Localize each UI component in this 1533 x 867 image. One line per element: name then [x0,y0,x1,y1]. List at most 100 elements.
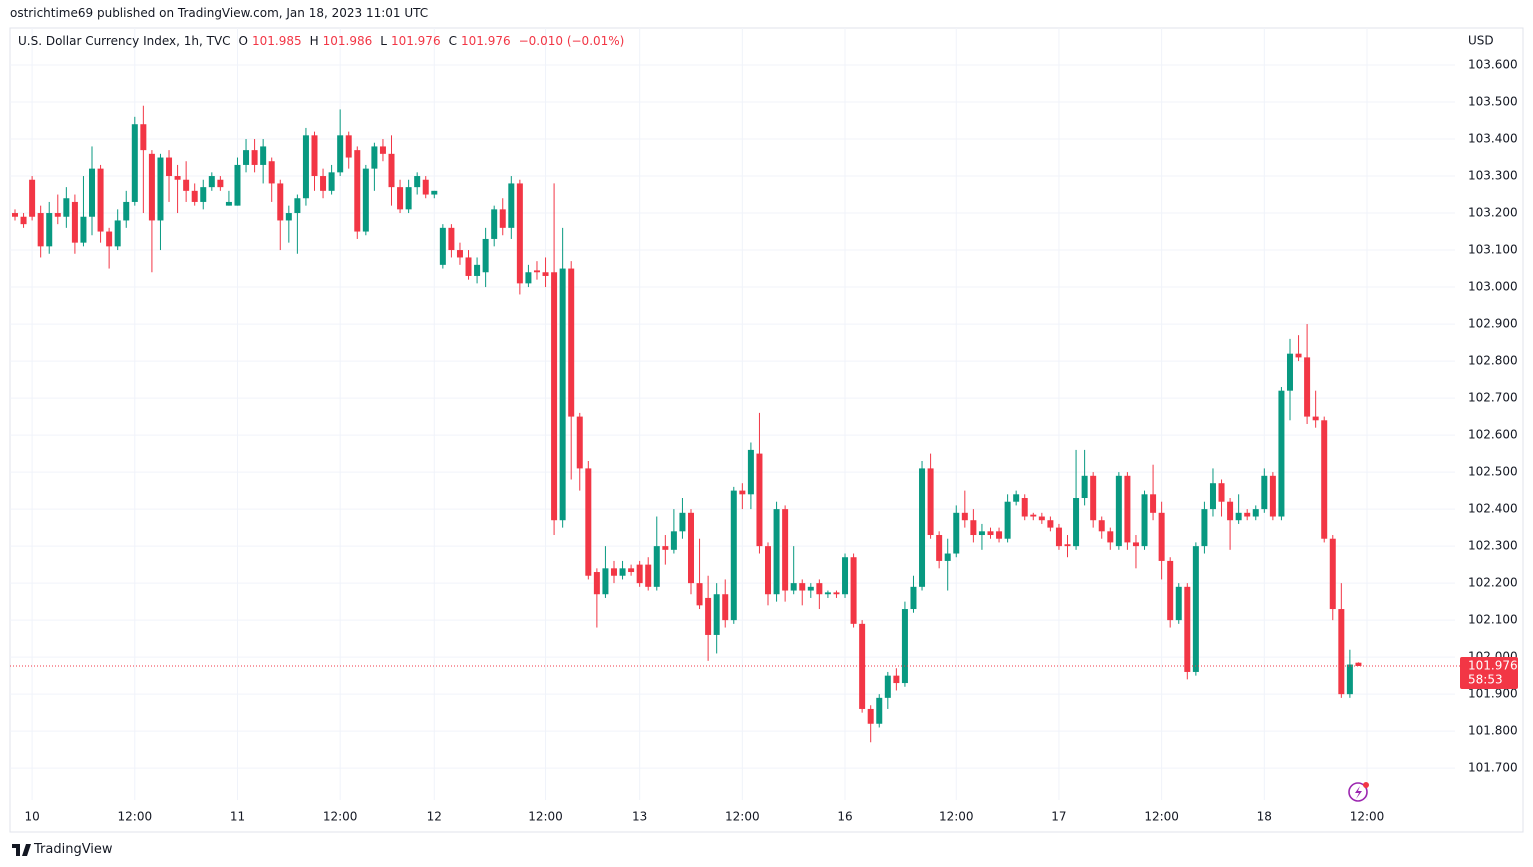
y-tick-label: 101.800 [1468,724,1518,738]
candle-body [739,490,746,495]
candle-body [1218,483,1225,502]
candle-body [1013,494,1020,502]
candle-body [1038,516,1045,521]
candle-body [1209,483,1216,510]
candle-body [807,586,814,591]
candle-body [157,157,164,221]
candle-body [679,512,686,532]
grid [10,28,1455,800]
candle-body [910,586,917,610]
y-tick-label: 103.200 [1468,206,1518,220]
candle-body [799,583,806,591]
candle-body [148,153,155,221]
y-tick-label: 102.700 [1468,391,1518,405]
candle-body [405,187,412,210]
candle-body [559,268,566,521]
x-tick-label: 12:00 [939,810,974,824]
candle-body [1055,527,1062,547]
chart-frame [9,27,1524,833]
candle-body [730,490,737,621]
candle-body [1295,353,1302,358]
candle-body [662,546,669,550]
y-tick-label: 103.600 [1468,58,1518,72]
candle-body [1346,664,1353,695]
candle-body [585,468,592,576]
candle-body [696,583,703,606]
candle-body [867,708,874,724]
legend-key: C [448,34,457,48]
y-tick-label: 103.300 [1468,169,1518,183]
legend-key: O [238,34,248,48]
candle-body [987,531,994,536]
candle-body [619,568,626,576]
candle-body [225,201,232,206]
candle-body [927,468,934,536]
candle-body [71,201,78,243]
publisher: ostrichtime69 published on TradingView.c… [10,6,429,20]
countdown: 58:53 [1468,673,1503,687]
candle-body [1090,475,1097,521]
candle-body [1201,509,1208,547]
footer-brand: TradingView [12,842,113,857]
candle-body [20,216,27,225]
candle-body [131,124,138,202]
candle-body [722,594,729,621]
x-tick-label: 18 [1257,810,1272,824]
candle-body [337,135,344,173]
candle-body [508,183,515,228]
candle-body [439,227,446,265]
candle-body [1278,390,1285,517]
candle-body [850,557,857,624]
logo [12,844,31,856]
candle-body [268,161,275,184]
candle-body [491,209,498,239]
candle-body [431,190,438,195]
candle-body [482,238,489,273]
legend-change: −0.010 (−0.01%) [518,34,625,48]
candle-body [46,213,53,247]
y-tick-label: 103.500 [1468,95,1518,109]
candle-body [936,535,943,561]
candle-body [362,168,369,232]
y-tick-label: 102.100 [1468,613,1518,627]
candle-body [944,553,951,561]
x-tick-label: 10 [24,810,39,824]
candle-body [1286,353,1293,391]
candle-body [260,146,267,165]
candle-body [978,531,985,536]
x-tick-label: 16 [837,810,852,824]
candle-body [1141,494,1148,547]
candle-body [63,198,70,217]
last-price-label: 101.976 [1468,659,1518,673]
candle-body [1244,512,1251,517]
candle-body [602,568,609,595]
candle-body [320,176,327,191]
candle-body [1355,662,1362,667]
y-tick-label: 102.400 [1468,502,1518,516]
y-tick-label: 102.300 [1468,539,1518,553]
candle-body [782,509,789,591]
candle-body [961,512,968,521]
candle-body [89,168,96,217]
last-price-box [1460,657,1518,690]
candle-body [54,213,61,217]
candle-body [1132,542,1139,547]
candle-body [414,176,421,188]
candle-body [842,557,849,595]
candle-body [371,146,378,169]
candle-body [576,416,583,469]
legend-value: 101.986 [322,34,373,48]
candle-body [824,592,831,595]
candle-body [765,546,772,595]
candle-body [1175,586,1182,621]
candle-body [302,135,309,199]
candle-body [610,568,617,576]
candle-body [448,227,455,251]
candle-body [542,272,549,276]
candle-body [1150,494,1157,513]
y-unit: USD [1468,34,1494,48]
legend-key: H [309,34,319,48]
legend-key: L [380,34,387,48]
x-tick-label: 17 [1051,810,1066,824]
